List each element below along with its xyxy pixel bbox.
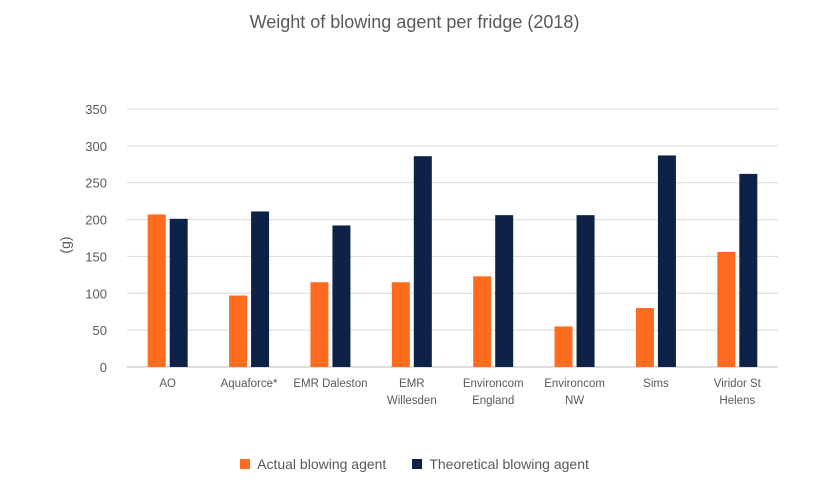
bar-theoretical bbox=[495, 215, 514, 367]
x-tick-label: EMR Daleston bbox=[293, 378, 367, 390]
x-tick-label: Aquaforce* bbox=[221, 378, 278, 390]
y-tick-label: 350 bbox=[85, 102, 107, 117]
y-axis-ticks: 0 50 100 150 200 250 300 350 bbox=[85, 102, 107, 375]
bar-actual bbox=[473, 276, 492, 367]
y-tick-label: 50 bbox=[93, 323, 107, 338]
bar-actual bbox=[147, 214, 166, 367]
bar-theoretical bbox=[657, 155, 676, 367]
bars bbox=[147, 155, 758, 367]
bar-theoretical bbox=[739, 173, 758, 367]
chart-title: Weight of blowing agent per fridge (2018… bbox=[249, 12, 580, 32]
x-tick-label: Environcom NW bbox=[544, 378, 605, 407]
y-tick-label: 300 bbox=[85, 139, 107, 154]
bar-actual bbox=[391, 282, 410, 367]
legend-swatch-actual bbox=[240, 459, 251, 469]
x-tick-label: AO bbox=[159, 378, 176, 390]
x-tick-label: Sims bbox=[643, 378, 669, 390]
y-tick-label: 250 bbox=[85, 176, 107, 191]
y-tick-label: 0 bbox=[100, 360, 107, 375]
bar-actual bbox=[229, 295, 248, 367]
legend-swatch-theoretical bbox=[412, 459, 423, 469]
bar-theoretical bbox=[332, 225, 351, 367]
x-tick-label: Viridor St Helens bbox=[714, 378, 762, 407]
legend-item-theoretical: Theoretical blowing agent bbox=[412, 456, 589, 472]
gridlines bbox=[127, 108, 778, 368]
bar-actual bbox=[635, 308, 654, 367]
bar-actual bbox=[554, 326, 573, 367]
bar-theoretical bbox=[576, 215, 595, 367]
x-tick-label: Environcom England bbox=[463, 378, 524, 407]
bar-actual bbox=[717, 252, 736, 367]
y-axis-label: (g) bbox=[57, 236, 73, 253]
legend-label-actual: Actual blowing agent bbox=[257, 456, 387, 472]
y-tick-label: 150 bbox=[85, 249, 107, 264]
y-tick-label: 200 bbox=[85, 213, 107, 228]
bar-actual bbox=[310, 282, 329, 367]
x-tick-label: EMR Willesden bbox=[387, 378, 437, 407]
legend-item-actual: Actual blowing agent bbox=[240, 456, 386, 472]
bar-theoretical bbox=[413, 156, 432, 367]
bar-theoretical bbox=[251, 211, 270, 367]
legend: Actual blowing agent Theoretical blowing… bbox=[0, 456, 829, 472]
y-tick-label: 100 bbox=[85, 286, 107, 301]
x-axis-ticks: AO Aquaforce* EMR Daleston EMR Willesden Envi… bbox=[159, 378, 761, 407]
bar-theoretical bbox=[169, 218, 188, 367]
legend-label-theoretical: Theoretical blowing agent bbox=[429, 456, 589, 472]
